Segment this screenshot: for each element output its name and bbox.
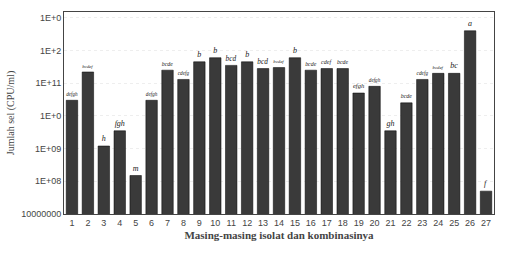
svg-text:bc: bc [450,61,458,70]
svg-text:3: 3 [101,218,106,228]
svg-text:1E+0: 1E+0 [40,13,61,23]
svg-text:22: 22 [401,218,411,228]
svg-text:cdefg: cdefg [417,70,429,76]
svg-text:bcde: bcde [305,61,317,67]
svg-text:1E+08: 1E+08 [35,176,61,186]
svg-text:13: 13 [258,218,268,228]
svg-text:7: 7 [165,218,170,228]
svg-text:bcde: bcde [401,93,413,99]
svg-text:bcdef: bcdef [273,59,284,64]
svg-text:17: 17 [322,218,332,228]
svg-text:26: 26 [465,218,475,228]
svg-text:1E+11: 1E+11 [36,78,62,88]
svg-text:15: 15 [290,218,300,228]
svg-text:b: b [197,50,201,59]
svg-text:b: b [213,46,217,55]
svg-text:1E+09: 1E+09 [35,144,61,154]
svg-text:b: b [245,50,249,59]
svg-text:24: 24 [433,218,443,228]
svg-text:bcde: bcde [162,61,173,67]
svg-text:bcde: bcde [337,59,349,65]
svg-text:1: 1 [69,218,74,228]
svg-text:14: 14 [274,218,284,228]
svg-text:efgh: efgh [353,82,365,89]
svg-text:2: 2 [85,218,90,228]
svg-text:11: 11 [227,218,236,228]
svg-text:12: 12 [242,218,252,228]
svg-text:m: m [133,164,139,173]
svg-text:fgh: fgh [115,119,125,128]
svg-text:10: 10 [210,218,220,228]
svg-text:Masing-masing isolat dan kombi: Masing-masing isolat dan kombinasinya [184,229,374,241]
svg-text:defgh: defgh [146,91,158,97]
svg-text:cdef: cdef [321,59,332,65]
svg-text:cdefg: cdefg [178,70,190,76]
svg-text:bcd: bcd [225,54,236,63]
svg-text:23: 23 [417,218,427,228]
svg-text:21: 21 [385,218,395,228]
svg-text:b: b [293,46,297,55]
svg-text:a: a [468,19,472,28]
svg-text:gh: gh [386,119,394,128]
svg-text:6: 6 [149,218,154,228]
svg-text:10000000: 10000000 [21,209,61,219]
svg-text:8: 8 [181,218,186,228]
svg-text:25: 25 [449,218,459,228]
svg-text:16: 16 [306,218,316,228]
svg-text:1E+2: 1E+2 [40,46,61,56]
svg-text:18: 18 [338,218,348,228]
svg-text:9: 9 [197,218,202,228]
svg-text:f: f [484,179,488,188]
svg-text:1E+0: 1E+0 [40,111,61,121]
svg-text:27: 27 [481,218,491,228]
svg-text:4: 4 [117,218,122,228]
svg-text:19: 19 [354,218,364,228]
svg-text:Jumlah sel (CPU/ml): Jumlah sel (CPU/ml) [5,71,17,155]
svg-text:20: 20 [370,218,380,228]
svg-text:bcdef: bcdef [82,64,93,69]
svg-text:defgh: defgh [369,77,381,83]
svg-text:5: 5 [133,218,138,228]
svg-text:bcdef: bcdef [433,65,444,70]
svg-text:bcd: bcd [257,57,268,66]
svg-text:defgh: defgh [66,91,78,97]
svg-text:h: h [102,134,106,143]
